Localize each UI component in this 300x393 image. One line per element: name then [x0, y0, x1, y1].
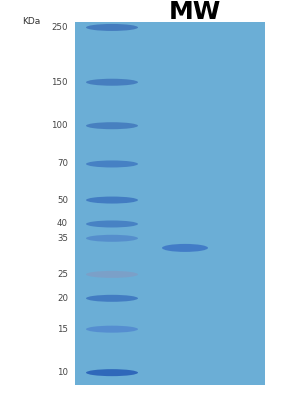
- Text: 150: 150: [52, 78, 68, 87]
- Ellipse shape: [86, 160, 138, 167]
- Text: 70: 70: [57, 160, 68, 169]
- Ellipse shape: [86, 24, 138, 31]
- Ellipse shape: [86, 196, 138, 204]
- Ellipse shape: [86, 271, 138, 278]
- Text: 100: 100: [52, 121, 68, 130]
- Ellipse shape: [86, 295, 138, 302]
- Ellipse shape: [86, 326, 138, 332]
- Text: KDa: KDa: [22, 18, 40, 26]
- Ellipse shape: [86, 122, 138, 129]
- Ellipse shape: [86, 79, 138, 86]
- Ellipse shape: [86, 235, 138, 242]
- Text: 20: 20: [57, 294, 68, 303]
- Text: 35: 35: [57, 234, 68, 243]
- Text: 250: 250: [52, 23, 68, 32]
- Ellipse shape: [86, 369, 138, 376]
- Text: 10: 10: [57, 368, 68, 377]
- Text: 50: 50: [57, 196, 68, 204]
- Ellipse shape: [86, 220, 138, 228]
- Text: 40: 40: [57, 219, 68, 228]
- Text: 25: 25: [57, 270, 68, 279]
- Bar: [75, 22, 265, 385]
- Ellipse shape: [162, 244, 208, 252]
- Text: MW: MW: [169, 0, 221, 24]
- Text: 15: 15: [57, 325, 68, 334]
